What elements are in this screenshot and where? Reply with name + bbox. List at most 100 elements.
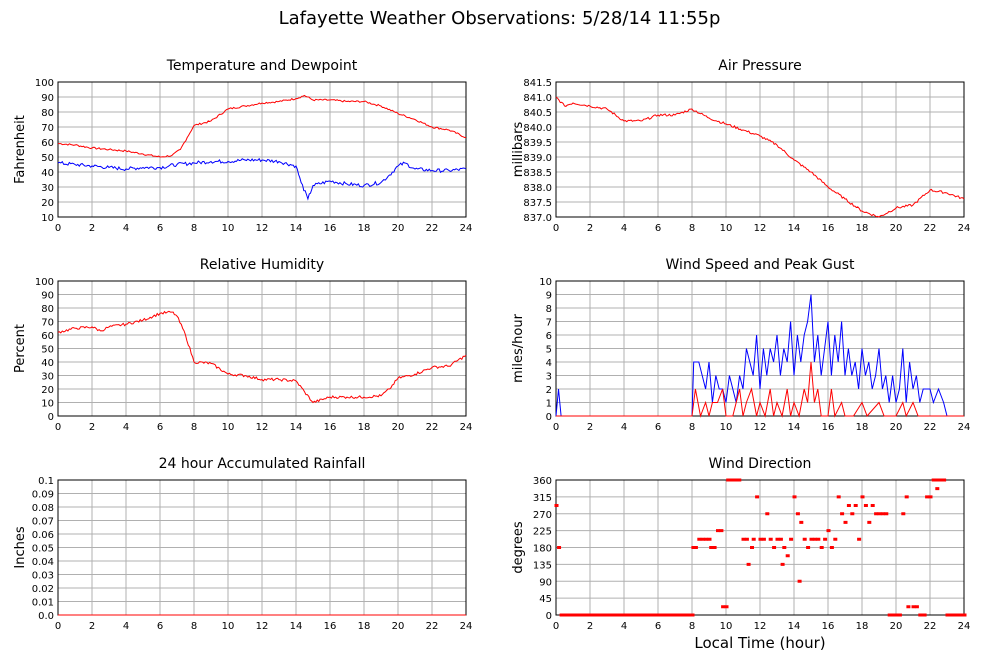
x-tick-label: 10 — [222, 223, 235, 234]
data-point — [758, 537, 763, 541]
y-tick-label: 840.0 — [523, 123, 552, 134]
data-point — [751, 537, 756, 541]
data-point — [691, 546, 696, 549]
y-tick-label: 0.1 — [38, 476, 54, 487]
data-point — [755, 495, 760, 499]
x-tick-label: 16 — [822, 422, 835, 433]
data-point — [709, 546, 714, 549]
y-tick-label: 0.03 — [32, 571, 54, 582]
x-tick-label: 14 — [788, 422, 801, 433]
series-line-1 — [555, 294, 964, 417]
x-tick-label: 24 — [958, 422, 971, 433]
data-point — [806, 546, 811, 549]
data-point — [874, 512, 879, 516]
data-point — [795, 512, 800, 516]
y-axis-label: degrees — [511, 521, 526, 574]
x-tick-label: 4 — [123, 422, 129, 433]
plot-frame — [555, 81, 965, 218]
x-tick-label: 2 — [89, 422, 95, 433]
data-point — [860, 495, 865, 499]
y-tick-label: 841.0 — [523, 93, 552, 104]
data-point — [799, 520, 804, 524]
data-point — [823, 537, 828, 541]
x-tick-label: 10 — [222, 422, 235, 433]
x-tick-label: 4 — [621, 621, 627, 632]
x-tick-label: 12 — [256, 223, 269, 234]
y-tick-label: 60 — [41, 138, 54, 149]
x-tick-label: 12 — [754, 422, 767, 433]
data-point — [750, 546, 754, 549]
x-tick-label: 22 — [924, 621, 937, 632]
y-tick-label: 80 — [41, 304, 54, 315]
series-line-2 — [556, 361, 964, 418]
y-tick-label: 0.04 — [32, 557, 54, 568]
y-tick-label: 50 — [41, 345, 54, 356]
x-tick-label: 24 — [460, 422, 473, 433]
data-point — [911, 605, 916, 609]
data-point — [785, 554, 790, 558]
y-tick-label: 40 — [41, 358, 54, 369]
y-tick-label: 70 — [41, 318, 54, 329]
x-tick-label: 24 — [958, 621, 971, 632]
y-tick-label: 0.06 — [32, 530, 54, 541]
y-tick-label: 3 — [546, 372, 552, 383]
data-point — [884, 512, 889, 516]
y-axis-label: miles/hour — [511, 313, 526, 382]
x-tick-label: 24 — [460, 223, 473, 234]
y-tick-label: 838.5 — [523, 168, 552, 179]
y-tick-label: 0 — [48, 412, 54, 423]
y-tick-label: 135 — [533, 560, 552, 571]
data-point — [935, 487, 940, 491]
data-point — [836, 495, 841, 499]
y-tick-label: 90 — [41, 291, 54, 302]
y-tick-label: 315 — [533, 493, 552, 504]
x-tick-label: 2 — [587, 422, 593, 433]
y-tick-label: 45 — [539, 594, 552, 605]
x-tick-label: 22 — [924, 223, 937, 234]
data-point — [802, 537, 807, 541]
y-tick-label: 0.05 — [32, 544, 54, 555]
y-tick-label: 0 — [546, 412, 552, 423]
x-tick-label: 6 — [157, 621, 163, 632]
x-tick-label: 20 — [890, 223, 903, 234]
y-tick-label: 8 — [546, 304, 552, 315]
x-tick-label: 4 — [123, 223, 129, 234]
y-tick-label: 0.08 — [32, 503, 54, 514]
data-point — [716, 529, 720, 533]
data-point — [906, 605, 911, 609]
data-point — [789, 537, 794, 541]
y-tick-label: 839.5 — [523, 138, 552, 149]
x-tick-label: 16 — [822, 621, 835, 632]
y-tick-label: 100 — [35, 277, 54, 288]
x-tick-label: 4 — [621, 223, 627, 234]
y-axis-label: Percent — [13, 324, 28, 373]
y-tick-label: 80 — [41, 108, 54, 119]
plot-frame — [555, 280, 965, 417]
x-tick-label: 18 — [856, 223, 869, 234]
x-tick-label: 2 — [587, 223, 593, 234]
data-point — [778, 537, 783, 541]
y-tick-label: 50 — [41, 153, 54, 164]
y-tick-label: 60 — [41, 331, 54, 342]
data-point — [819, 546, 824, 549]
data-point — [829, 546, 834, 549]
y-tick-label: 100 — [35, 78, 54, 89]
y-tick-label: 837.0 — [523, 213, 552, 224]
y-tick-label: 180 — [533, 544, 552, 555]
y-tick-label: 70 — [41, 123, 54, 134]
x-tick-label: 2 — [89, 223, 95, 234]
y-tick-label: 841.5 — [523, 78, 552, 89]
data-point — [816, 537, 821, 541]
x-tick-label: 10 — [720, 621, 733, 632]
data-point — [857, 537, 862, 541]
data-point — [853, 504, 858, 507]
data-point — [707, 537, 712, 541]
x-tick-label: 14 — [290, 621, 303, 632]
data-point — [746, 562, 751, 566]
data-point — [712, 546, 717, 549]
x-tick-label: 18 — [358, 621, 371, 632]
